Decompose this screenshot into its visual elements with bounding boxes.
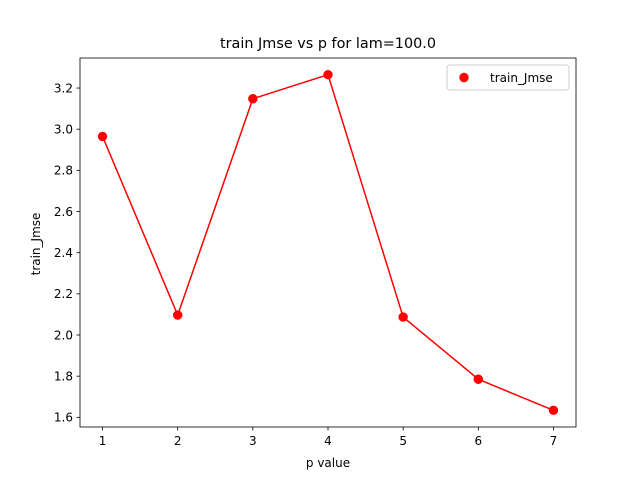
x-axis-label: p value [306,456,350,470]
y-tick-label: 2.8 [54,164,73,178]
chart-title: train Jmse vs p for lam=100.0 [220,36,436,52]
y-tick-label: 1.8 [54,369,73,383]
y-tick-label: 3.2 [54,81,73,95]
x-tick-label: 2 [174,434,182,448]
y-tick-label: 3.0 [54,123,73,137]
plot-area: 1 2 3 4 5 6 7 1.6 1.8 2.0 2.2 2.4 2.6 2.8 3.0 3.2 [54,57,577,448]
x-tick-label: 6 [474,434,482,448]
x-tick-label: 7 [550,434,558,448]
data-point [548,405,559,416]
legend: train_Jmse [446,64,570,91]
data-point [398,312,408,322]
data-point [172,310,183,320]
data-point [473,374,484,384]
legend-label: train_Jmse [490,71,553,85]
legend-marker [459,72,469,83]
y-tick-label: 2.4 [54,246,73,260]
data-point [323,69,333,80]
y-tick-label: 2.2 [54,287,73,301]
legend-box [446,64,570,91]
x-tick-label: 5 [399,434,407,448]
y-tick-label: 1.6 [54,411,73,425]
x-tick-label: 4 [324,434,332,448]
y-axis-label: train_Jmse [29,213,43,276]
y-tick-label: 2.0 [54,328,73,342]
data-point [248,94,258,104]
data-point [97,131,108,142]
y-tick-label: 2.6 [54,205,73,219]
x-tick-label: 3 [249,434,257,448]
x-tick-label: 1 [99,434,107,448]
